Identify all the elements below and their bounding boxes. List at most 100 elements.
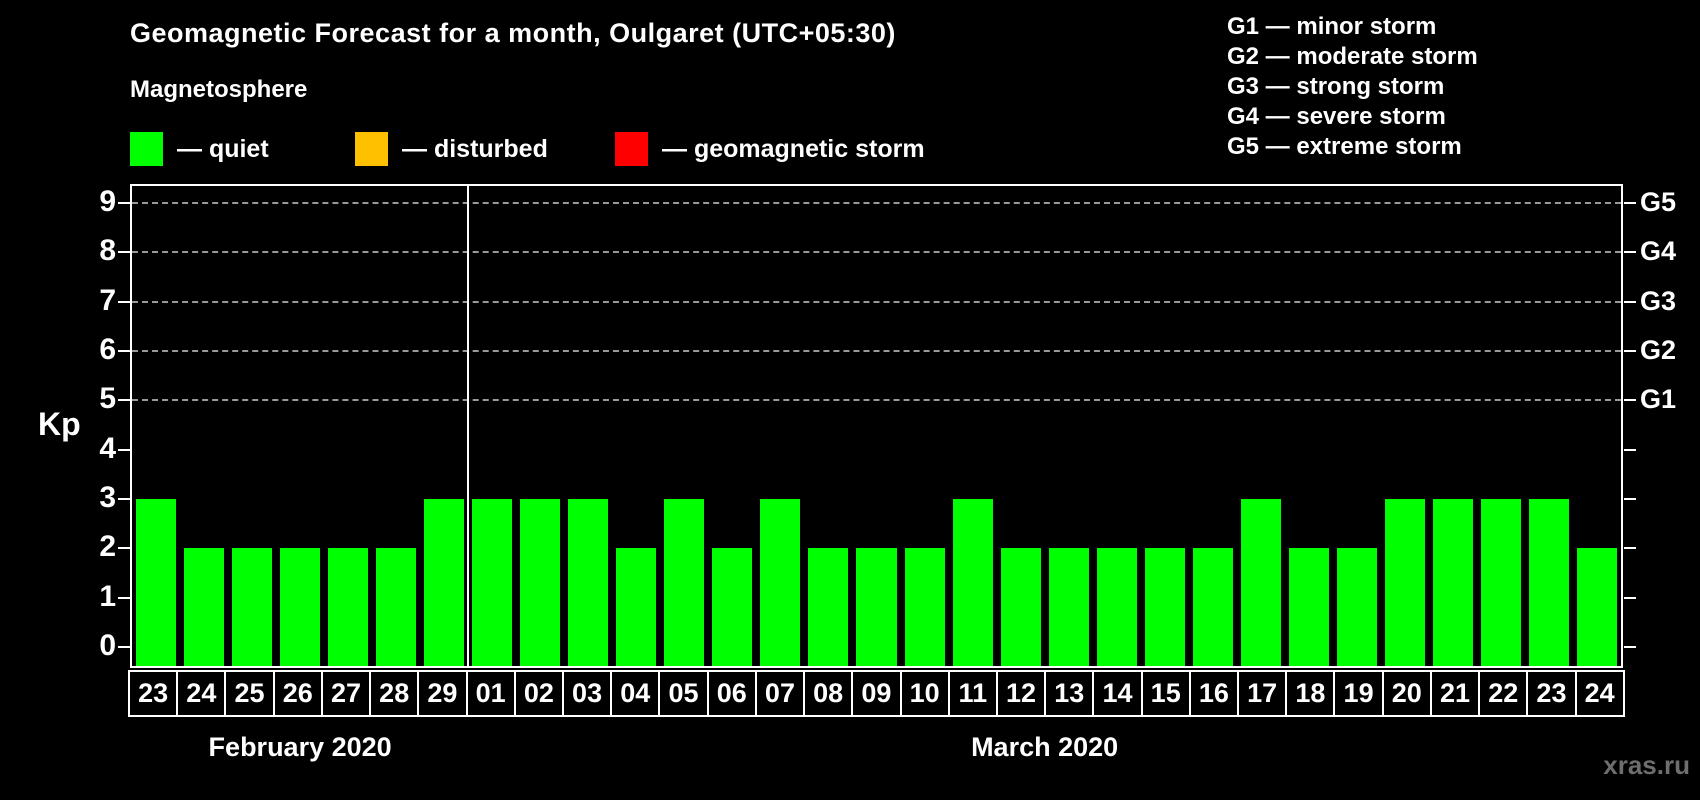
g-axis-label-g1: G1	[1640, 384, 1677, 415]
watermark: xras.ru	[1603, 750, 1690, 780]
y-tick-label: 1	[99, 579, 116, 613]
y-tick-label: 2	[99, 530, 116, 564]
month-separator-line	[467, 186, 470, 666]
date-cell: 11	[947, 670, 998, 717]
y-tick-mark-left	[118, 448, 130, 451]
kp-bar	[280, 548, 321, 666]
legend-label-storm: — geomagnetic storm	[662, 134, 925, 163]
page-title: Geomagnetic Forecast for a month, Oulgar…	[130, 18, 896, 48]
kp-bar	[808, 548, 849, 666]
plot-area	[130, 184, 1623, 668]
g-scale-legend: G1 — minor storm G2 — moderate storm G3 …	[1227, 12, 1478, 162]
date-cell: 10	[899, 670, 950, 717]
y-tick-label: 3	[99, 481, 116, 514]
kp-bar	[328, 548, 369, 666]
date-cell: 24	[176, 670, 227, 717]
date-cell: 24	[1574, 670, 1625, 717]
g-axis-label-g3: G3	[1640, 285, 1677, 316]
y-tick-mark-right	[1624, 300, 1636, 303]
g-axis-label-g5: G5	[1640, 187, 1677, 218]
gridline-kp-5	[132, 399, 1621, 402]
y-tick-mark-left	[118, 251, 130, 254]
legend-item-storm: — geomagnetic storm	[615, 131, 925, 167]
date-cell: 26	[272, 670, 323, 717]
kp-bar	[1048, 548, 1089, 666]
kp-bar	[232, 548, 273, 666]
month-label-1: March 2020	[971, 732, 1119, 762]
y-tick-label: 9	[99, 185, 116, 219]
y-tick-label: 4	[99, 431, 116, 465]
kp-bar	[568, 499, 609, 666]
kp-bar	[1576, 548, 1617, 666]
date-cell: 03	[561, 670, 613, 717]
y-tick-mark-left	[118, 202, 130, 205]
y-tick-label: 8	[99, 234, 116, 268]
y-tick-mark-left	[118, 596, 130, 599]
kp-bar	[1336, 548, 1377, 666]
date-cell: 12	[995, 670, 1047, 717]
date-cell: 23	[1526, 670, 1577, 717]
y-tick-mark-right	[1624, 498, 1636, 500]
y-tick-mark-left	[118, 498, 130, 500]
kp-bar	[472, 499, 513, 666]
date-cell: 09	[851, 670, 902, 717]
date-cell: 06	[706, 670, 757, 717]
magnetosphere-heading: Magnetosphere	[130, 76, 308, 103]
y-tick-mark-left	[118, 646, 130, 648]
y-tick-mark-right	[1624, 251, 1636, 254]
kp-bar	[1432, 499, 1473, 666]
kp-bar	[136, 499, 177, 666]
kp-bar	[1192, 548, 1233, 666]
kp-bar	[1144, 548, 1185, 666]
y-tick-mark-right	[1624, 646, 1636, 648]
y-tick-mark-left	[118, 399, 130, 402]
date-cell: 04	[610, 670, 661, 717]
g-axis-label-g2: G2	[1640, 335, 1677, 366]
date-cell: 13	[1044, 670, 1095, 717]
date-cell: 15	[1140, 670, 1191, 717]
date-cell: 28	[369, 670, 420, 717]
date-cell: 07	[754, 670, 806, 717]
y-tick-mark-left	[118, 300, 130, 303]
kp-bar	[760, 499, 801, 666]
kp-bar	[520, 499, 561, 666]
kp-bar	[904, 548, 945, 666]
disturbed-color-swatch	[355, 132, 388, 166]
y-tick-mark-left	[118, 547, 130, 550]
y-tick-mark-right	[1624, 399, 1636, 402]
gridline-kp-7	[132, 300, 1621, 303]
kp-bar	[1240, 499, 1281, 666]
g4-legend-line: G4 — severe storm	[1227, 103, 1446, 130]
legend-item-quiet: — quiet	[130, 131, 269, 167]
y-tick-mark-right	[1624, 350, 1636, 353]
kp-bar	[1000, 548, 1041, 666]
y-tick-mark-left	[118, 350, 130, 353]
g5-legend-line: G5 — extreme storm	[1227, 133, 1462, 160]
date-cell: 02	[513, 670, 564, 717]
kp-bar	[856, 548, 897, 666]
quiet-color-swatch	[130, 132, 163, 166]
date-cell: 25	[224, 670, 275, 717]
kp-bar	[1096, 548, 1137, 666]
y-tick-mark-right	[1624, 547, 1636, 550]
month-label-0: February 2020	[208, 732, 392, 762]
date-cell: 08	[803, 670, 854, 717]
gridline-kp-6	[132, 350, 1621, 353]
date-cell: 22	[1478, 670, 1529, 717]
kp-bar	[184, 548, 225, 666]
kp-bar	[952, 499, 993, 666]
kp-bar	[1384, 499, 1425, 666]
y-tick-label: 6	[99, 333, 116, 367]
gridline-kp-8	[132, 251, 1621, 254]
date-cell: 19	[1333, 670, 1384, 717]
kp-bar	[1288, 548, 1329, 666]
date-cell: 16	[1188, 670, 1240, 717]
date-cell: 18	[1285, 670, 1336, 717]
kp-bar	[1480, 499, 1521, 666]
date-cell: 20	[1381, 670, 1432, 717]
kp-bar	[712, 548, 753, 666]
date-cell: 21	[1429, 670, 1481, 717]
kp-bar	[616, 548, 657, 666]
legend-label-disturbed: — disturbed	[402, 134, 548, 163]
